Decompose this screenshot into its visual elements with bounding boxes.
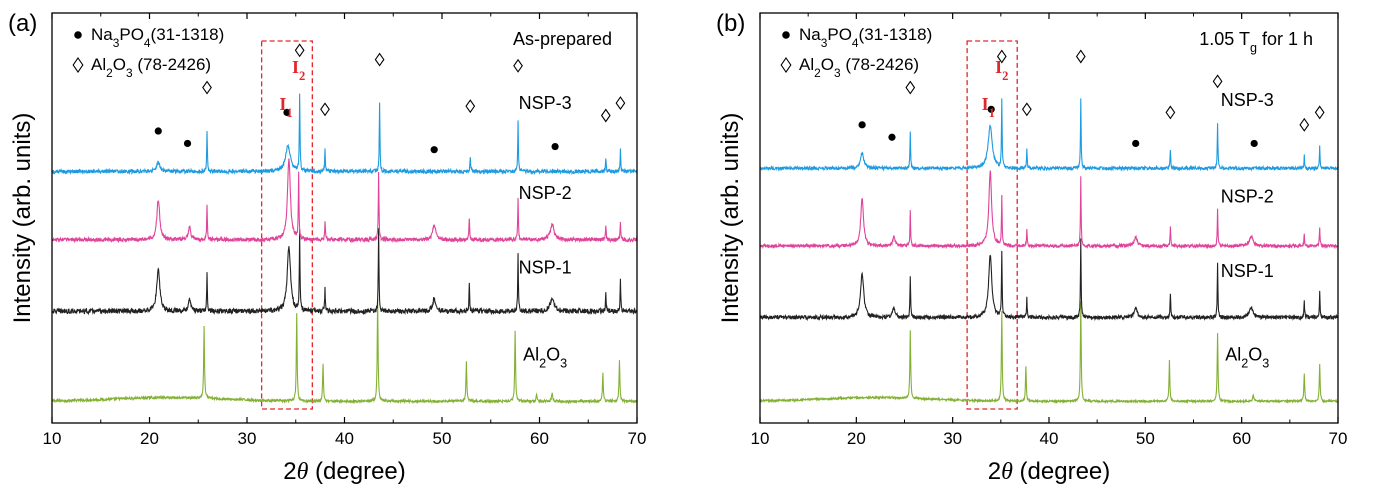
al2o3-marker [465, 99, 476, 114]
al2o3-marker [1314, 105, 1325, 120]
x-axis-title: 2θ (degree) [988, 458, 1111, 485]
al2o3-marker [202, 80, 212, 95]
al2o3-marker [615, 96, 626, 111]
al2o3-marker [1212, 74, 1223, 89]
y-axis-title: Intensity (arb. units) [717, 113, 744, 324]
series-line-nsp-3 [759, 98, 1339, 172]
al2o3-marker [374, 52, 385, 67]
legend-entry: Al2O3 (78-2426) [799, 55, 919, 80]
series-label-al2o3: Al2O3 [523, 345, 567, 371]
al2o3-marker [1021, 102, 1032, 117]
panel-label: (a) [8, 10, 37, 37]
x-tick-label: 50 [433, 429, 452, 448]
series-line-nsp-3 [51, 93, 638, 176]
condition-note: 1.05 Tg for 1 h [1199, 29, 1313, 55]
peak-label-i2: I2 [292, 57, 305, 83]
al2o3-marker [996, 49, 1007, 64]
series-label-nsp-2: NSP-2 [1221, 186, 1274, 206]
x-tick-label: 60 [530, 429, 549, 448]
na3po4-marker [551, 142, 559, 151]
legend-diamond-icon [780, 57, 792, 73]
x-tick-label: 60 [1232, 429, 1251, 448]
x-axis-title: 2θ (degree) [283, 458, 406, 485]
series-line-al2o3 [51, 298, 638, 405]
legend-entry: Na3PO4(31-1318) [799, 25, 932, 50]
na3po4-marker [888, 133, 896, 141]
highlight-box [966, 40, 1018, 410]
highlight-box [260, 40, 313, 410]
series-label-al2o3: Al2O3 [1225, 345, 1269, 371]
series-line-nsp-1 [51, 228, 638, 316]
series-line-nsp-2 [759, 170, 1339, 250]
na3po4-marker [1132, 139, 1140, 148]
y-axis-title: Intensity (arb. units) [9, 113, 36, 324]
peak-label-i1: I1 [279, 94, 292, 120]
legend-entry: Al2O3 (78-2426) [91, 55, 211, 80]
legend-diamond-icon [72, 57, 84, 73]
x-tick-label: 10 [43, 429, 62, 448]
x-tick-label: 70 [1329, 429, 1348, 448]
series-label-nsp-1: NSP-1 [1221, 261, 1274, 281]
series-line-al2o3 [759, 301, 1339, 405]
series-label-nsp-1: NSP-1 [519, 258, 572, 278]
series-label-nsp-3: NSP-3 [1221, 90, 1274, 110]
al2o3-marker [513, 58, 523, 73]
x-tick-label: 20 [847, 429, 866, 448]
x-tick-label: 30 [943, 429, 962, 448]
al2o3-marker [905, 80, 916, 95]
al2o3-marker [1165, 105, 1176, 120]
series-label-nsp-3: NSP-3 [519, 93, 572, 113]
al2o3-marker [294, 43, 305, 58]
series-label-nsp-2: NSP-2 [519, 183, 572, 203]
na3po4-marker [1250, 139, 1258, 148]
al2o3-marker [600, 108, 611, 123]
legend-circle-icon [782, 31, 790, 39]
na3po4-marker [283, 108, 291, 116]
x-tick-label: 30 [238, 429, 257, 448]
panel-label: (b) [716, 10, 745, 37]
al2o3-marker [1299, 117, 1310, 132]
x-tick-label: 10 [751, 429, 770, 448]
legend-circle-icon [74, 31, 82, 39]
x-tick-label: 40 [1040, 429, 1059, 448]
legend-entry: Na3PO4(31-1318) [91, 25, 224, 50]
x-tick-label: 40 [335, 429, 354, 448]
series-line-nsp-1 [759, 238, 1339, 322]
na3po4-marker [430, 146, 438, 154]
peak-label-i2: I2 [995, 57, 1008, 83]
series-line-nsp-2 [51, 158, 638, 244]
x-tick-label: 70 [628, 429, 647, 448]
condition-note: As-prepared [513, 29, 612, 49]
al2o3-marker [1075, 49, 1086, 64]
x-tick-label: 50 [1136, 429, 1155, 448]
na3po4-marker [987, 105, 995, 113]
na3po4-marker [183, 139, 192, 148]
x-tick-label: 20 [140, 429, 159, 448]
peak-label-i1: I1 [982, 94, 995, 120]
na3po4-marker [154, 127, 162, 135]
al2o3-marker [320, 102, 330, 117]
na3po4-marker [858, 121, 866, 129]
